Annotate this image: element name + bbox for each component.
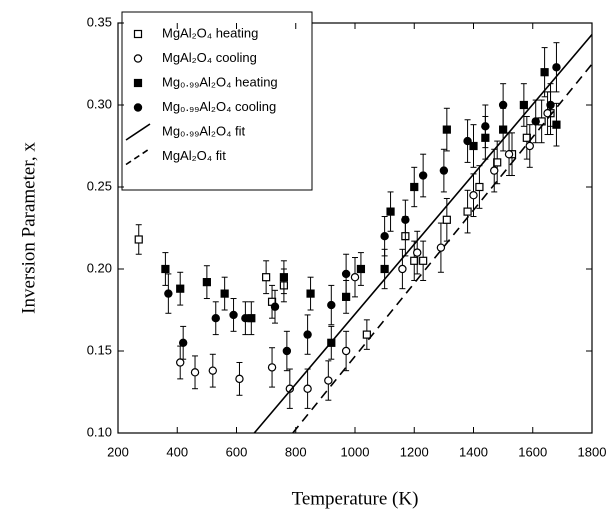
legend-line	[125, 123, 151, 141]
x-tick-label: 200	[107, 444, 129, 459]
x-tick-label: 1400	[459, 444, 488, 459]
legend-label: Mg₀.₉₉Al₂O₄ cooling	[162, 99, 276, 114]
legend-label: MgAl₂O₄ cooling	[162, 50, 257, 65]
marker	[229, 310, 238, 320]
marker	[350, 273, 360, 282]
marker	[285, 384, 295, 393]
x-tick-label: 1600	[518, 444, 547, 459]
x-tick-label: 1200	[400, 444, 429, 459]
x-tick-label: 400	[166, 444, 188, 459]
legend-marker	[133, 54, 143, 63]
x-tick-label: 600	[226, 444, 248, 459]
y-tick-label: 0.15	[87, 342, 112, 357]
legend-box	[121, 11, 313, 191]
marker	[176, 284, 185, 293]
marker	[176, 358, 185, 367]
fit-line	[292, 63, 592, 433]
marker	[303, 330, 312, 339]
y-tick-label: 0.10	[87, 424, 112, 439]
marker	[134, 235, 143, 244]
marker	[436, 243, 446, 252]
marker	[190, 368, 200, 377]
x-axis-label: Temperature (K)	[292, 488, 419, 509]
marker	[380, 264, 389, 274]
marker	[439, 166, 449, 175]
marker	[413, 248, 422, 257]
legend-marker	[133, 29, 143, 39]
legend-label: MgAl₂O₄ fit	[162, 148, 226, 163]
x-tick-label: 800	[285, 444, 307, 459]
marker	[178, 338, 188, 347]
marker	[211, 314, 220, 323]
marker	[418, 171, 428, 180]
marker	[410, 256, 419, 265]
marker	[442, 125, 451, 134]
marker	[504, 149, 514, 159]
marker	[202, 278, 211, 287]
marker	[463, 136, 472, 146]
marker	[386, 207, 395, 216]
marker	[498, 100, 508, 110]
marker	[324, 376, 333, 385]
marker	[208, 366, 217, 375]
marker	[341, 269, 351, 279]
marker	[161, 264, 170, 274]
y-tick-label: 0.25	[87, 178, 112, 193]
marker	[235, 374, 244, 384]
marker	[531, 117, 540, 126]
marker	[493, 158, 502, 167]
marker	[262, 273, 271, 282]
marker	[327, 300, 336, 310]
marker	[306, 289, 315, 298]
marker	[490, 166, 499, 175]
marker	[282, 346, 292, 356]
y-tick-label: 0.35	[87, 14, 112, 29]
x-tick-label: 1000	[341, 444, 370, 459]
legend-label: Mg₀.₉₉Al₂O₄ fit	[162, 123, 246, 138]
marker	[270, 302, 280, 311]
marker	[475, 182, 484, 192]
x-tick-label: 1800	[578, 444, 607, 459]
marker	[401, 215, 410, 224]
marker	[267, 363, 277, 372]
marker	[525, 141, 534, 151]
legend-label: Mg₀.₉₉Al₂O₄ heating	[162, 74, 278, 89]
legend-label: MgAl₂O₄ heating	[162, 25, 258, 40]
marker	[419, 256, 428, 265]
marker	[380, 231, 389, 241]
legend-line	[125, 147, 151, 166]
marker	[398, 264, 407, 274]
marker	[522, 133, 531, 142]
marker	[546, 100, 555, 110]
marker	[220, 289, 229, 298]
marker	[303, 384, 312, 393]
marker	[341, 346, 351, 356]
marker	[410, 182, 419, 192]
marker	[362, 330, 371, 339]
y-tick-label: 0.30	[87, 96, 112, 111]
marker	[552, 63, 561, 72]
marker	[540, 68, 549, 77]
marker	[519, 100, 528, 110]
marker	[469, 190, 478, 200]
y-tick-label: 0.20	[87, 260, 112, 275]
legend-marker	[133, 103, 143, 112]
marker	[463, 207, 472, 216]
marker	[481, 122, 490, 131]
marker	[442, 215, 451, 224]
marker	[164, 289, 173, 298]
legend-marker	[133, 78, 143, 88]
marker	[469, 141, 478, 151]
marker	[279, 273, 288, 282]
marker	[241, 314, 250, 323]
fit-line	[253, 33, 592, 433]
marker	[552, 120, 561, 129]
marker	[356, 264, 366, 274]
marker	[499, 125, 508, 134]
marker	[342, 292, 351, 301]
y-axis-label: Inversion Parameter, x	[18, 142, 39, 314]
plot-area	[134, 33, 592, 433]
